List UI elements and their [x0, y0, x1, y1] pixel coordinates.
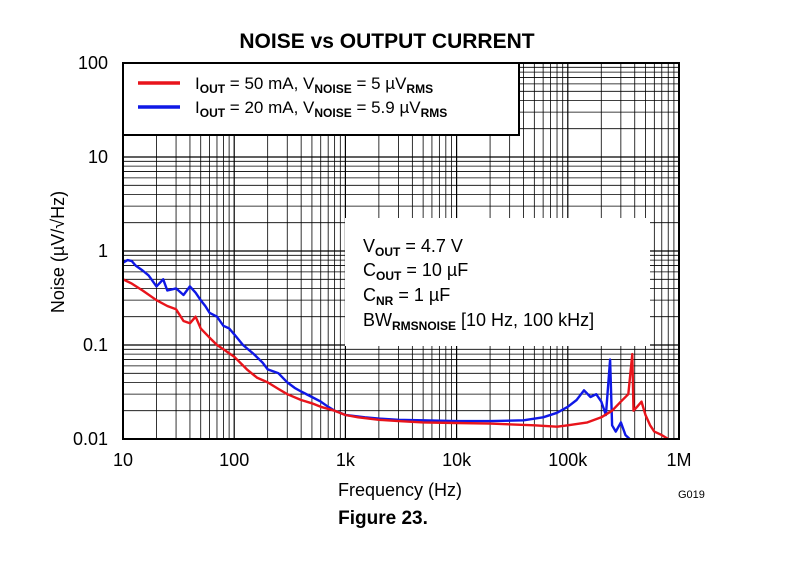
x-tick-labels: 10 100 1k 10k 100k 1M	[113, 450, 692, 470]
annotation-cnr: CNR = 1 µF	[363, 285, 450, 308]
y-tick-labels: 0.01 0.1 1 10 100	[73, 53, 108, 449]
x-tick-label: 1k	[336, 450, 356, 470]
series-layer	[122, 258, 669, 441]
x-axis-label: Frequency (Hz)	[338, 480, 462, 500]
figure-code: G019	[678, 489, 705, 501]
figure-caption: Figure 23.	[338, 508, 428, 529]
y-tick-label: 0.01	[73, 429, 108, 449]
legend-entry: IOUT = 50 mA, VNOISE = 5 µVRMS	[195, 74, 433, 96]
x-tick-label: 1M	[666, 450, 691, 470]
y-axis-label: Noise (µV/√Hz)	[48, 191, 68, 313]
y-tick-label: 1	[98, 241, 108, 261]
y-tick-label: 10	[88, 147, 108, 167]
x-tick-label: 100	[219, 450, 249, 470]
y-tick-label: 100	[78, 53, 108, 73]
annotation-vout: VOUT = 4.7 V	[363, 236, 463, 259]
series-line	[122, 278, 669, 441]
conditions-annotation: VOUT = 4.7 V COUT = 10 µF CNR = 1 µF BWR…	[345, 218, 650, 346]
conditions-box	[345, 218, 650, 346]
legend-entry: IOUT = 20 mA, VNOISE = 5.9 µVRMS	[195, 98, 447, 120]
chart-title: NOISE vs OUTPUT CURRENT	[239, 30, 534, 53]
series-line	[122, 258, 631, 440]
y-tick-label: 0.1	[83, 335, 108, 355]
x-tick-label: 10k	[442, 450, 472, 470]
legend-box	[122, 62, 520, 136]
x-tick-label: 10	[113, 450, 133, 470]
x-tick-label: 100k	[548, 450, 588, 470]
